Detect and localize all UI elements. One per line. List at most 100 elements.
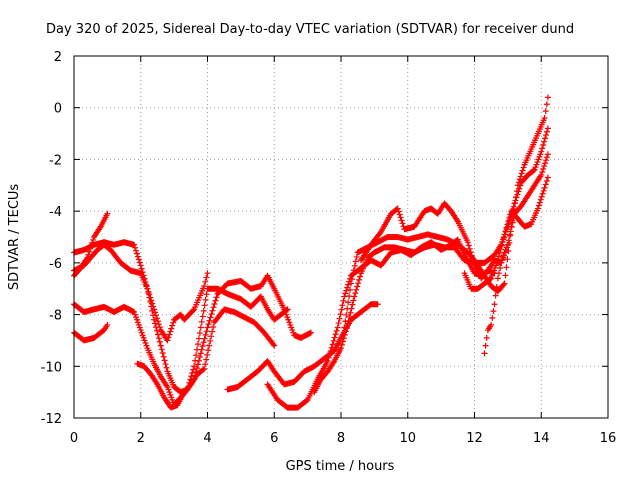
data-point bbox=[516, 176, 523, 183]
data-point bbox=[540, 142, 547, 149]
data-point bbox=[507, 228, 514, 235]
data-point bbox=[338, 345, 344, 352]
data-point bbox=[540, 166, 547, 173]
data-point bbox=[203, 274, 210, 281]
data-point bbox=[204, 270, 211, 277]
data-point bbox=[517, 173, 524, 180]
data-point bbox=[541, 115, 548, 122]
data-point bbox=[148, 297, 155, 304]
data-point bbox=[518, 170, 525, 177]
data-point bbox=[344, 321, 351, 328]
data-point bbox=[467, 249, 474, 256]
data-point bbox=[132, 247, 139, 254]
data-point bbox=[535, 202, 542, 209]
data-point bbox=[152, 309, 159, 316]
data-point bbox=[394, 205, 401, 212]
data-point bbox=[493, 283, 500, 290]
data-point bbox=[501, 280, 508, 287]
data-point bbox=[353, 286, 360, 293]
data-point bbox=[544, 174, 551, 181]
data-point bbox=[542, 108, 549, 115]
data-point bbox=[194, 361, 201, 368]
data-point bbox=[156, 324, 163, 331]
data-point bbox=[396, 211, 403, 218]
data-point bbox=[519, 167, 526, 174]
data-point bbox=[497, 265, 504, 272]
data-point bbox=[189, 369, 196, 376]
data-point bbox=[84, 254, 91, 261]
data-point bbox=[210, 323, 217, 330]
data-point bbox=[191, 363, 198, 370]
data-point bbox=[352, 258, 359, 265]
x-tick-label: 14 bbox=[533, 431, 550, 446]
data-point bbox=[538, 193, 545, 200]
data-point bbox=[505, 218, 512, 225]
data-point bbox=[512, 200, 519, 207]
data-point bbox=[347, 309, 354, 316]
data-point bbox=[144, 285, 151, 292]
data-point bbox=[352, 290, 359, 297]
data-point bbox=[541, 184, 548, 191]
data-point bbox=[194, 341, 201, 348]
data-point bbox=[344, 305, 351, 312]
data-point bbox=[543, 154, 550, 161]
series-5 bbox=[71, 321, 111, 344]
data-point bbox=[201, 335, 208, 342]
x-axis-title: GPS time / hours bbox=[286, 459, 395, 474]
data-point bbox=[543, 132, 550, 139]
data-point bbox=[465, 242, 472, 249]
data-point bbox=[194, 346, 201, 353]
data-point bbox=[377, 230, 384, 237]
data-point bbox=[160, 353, 167, 360]
data-point bbox=[164, 337, 171, 344]
data-point bbox=[195, 335, 202, 342]
data-point bbox=[335, 320, 342, 327]
data-point bbox=[530, 167, 537, 174]
data-point bbox=[210, 304, 217, 311]
data-point bbox=[348, 276, 355, 283]
data-point bbox=[330, 337, 337, 344]
data-point bbox=[500, 252, 507, 259]
data-point bbox=[339, 302, 346, 309]
data-point bbox=[340, 297, 347, 304]
data-point bbox=[202, 331, 209, 338]
data-point bbox=[494, 257, 501, 264]
data-point bbox=[355, 280, 362, 287]
data-point bbox=[541, 163, 548, 170]
y-tick-label: 2 bbox=[54, 50, 62, 65]
data-point bbox=[203, 328, 210, 335]
data-point bbox=[543, 128, 550, 135]
data-point bbox=[374, 301, 381, 308]
data-point bbox=[397, 214, 404, 221]
data-point bbox=[357, 273, 364, 280]
series-3 bbox=[71, 210, 111, 279]
data-point bbox=[153, 315, 160, 322]
data-point bbox=[539, 190, 546, 197]
data-point bbox=[492, 292, 499, 299]
data-point bbox=[504, 221, 511, 228]
series-6 bbox=[134, 306, 278, 411]
data-point bbox=[541, 138, 548, 145]
data-point bbox=[196, 354, 203, 361]
data-point bbox=[333, 327, 340, 334]
data-point bbox=[536, 199, 543, 206]
data-point bbox=[503, 224, 510, 231]
data-point bbox=[494, 275, 501, 282]
data-point bbox=[161, 357, 168, 364]
data-point bbox=[205, 321, 212, 328]
y-tick-label: -12 bbox=[41, 412, 62, 427]
series-9 bbox=[311, 125, 551, 396]
data-point bbox=[468, 252, 475, 259]
data-point bbox=[199, 342, 206, 349]
x-tick-label: 16 bbox=[600, 431, 617, 446]
data-point bbox=[203, 291, 210, 298]
data-point bbox=[470, 259, 477, 266]
x-tick-label: 12 bbox=[466, 431, 483, 446]
data-point bbox=[350, 297, 357, 304]
y-tick-label: -8 bbox=[49, 309, 62, 324]
data-point bbox=[506, 232, 513, 239]
data-point bbox=[202, 296, 209, 303]
y-tick-label: 0 bbox=[54, 102, 62, 117]
data-point bbox=[342, 328, 349, 335]
data-point bbox=[209, 328, 216, 335]
